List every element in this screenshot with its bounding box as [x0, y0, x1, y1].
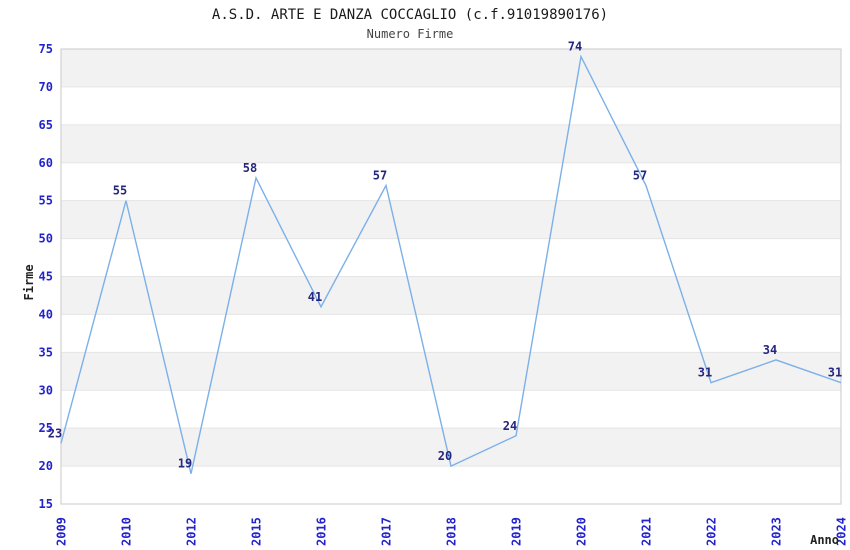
svg-text:70: 70 — [39, 80, 53, 94]
svg-text:41: 41 — [308, 290, 322, 304]
svg-text:2018: 2018 — [445, 517, 459, 546]
svg-text:2023: 2023 — [770, 517, 784, 546]
plot-border — [60, 48, 842, 505]
svg-text:25: 25 — [39, 421, 53, 435]
series-line — [60, 54, 842, 474]
plot-bands — [61, 49, 841, 467]
svg-text:31: 31 — [828, 366, 842, 380]
x-tick-labels: 2009 2010 2012 2015 2016 2017 2018 2019 2020 2021… — [55, 517, 849, 546]
svg-text:2024: 2024 — [835, 517, 849, 546]
svg-text:40: 40 — [39, 307, 53, 321]
svg-text:2012: 2012 — [185, 517, 199, 546]
svg-text:60: 60 — [39, 156, 53, 170]
svg-text:30: 30 — [39, 383, 53, 397]
svg-text:45: 45 — [39, 270, 53, 284]
svg-text:2017: 2017 — [380, 517, 394, 546]
svg-text:31: 31 — [698, 366, 712, 380]
svg-text:65: 65 — [39, 118, 53, 132]
svg-text:23: 23 — [48, 426, 62, 440]
chart-title: A.S.D. ARTE E DANZA COCCAGLIO (c.f.91019… — [211, 7, 609, 23]
svg-text:55: 55 — [113, 184, 127, 198]
svg-text:75: 75 — [39, 42, 53, 56]
svg-text:19: 19 — [178, 457, 192, 471]
svg-text:2009: 2009 — [55, 517, 69, 546]
svg-text:34: 34 — [763, 343, 777, 357]
svg-text:2010: 2010 — [120, 517, 134, 546]
svg-text:2021: 2021 — [640, 517, 654, 546]
svg-text:2020: 2020 — [575, 517, 589, 546]
chart-subtitle: Numero Firme — [366, 27, 454, 41]
x-axis-title: Anno — [810, 533, 839, 547]
y-axis-title: Firme — [22, 264, 36, 300]
svg-text:2015: 2015 — [250, 517, 264, 546]
svg-text:24: 24 — [503, 419, 517, 433]
point-labels: 23 55 19 58 41 57 20 24 74 57 31 34 31 — [48, 40, 842, 471]
svg-text:57: 57 — [633, 169, 647, 183]
y-tick-labels: 15 20 25 30 35 40 45 50 55 60 65 70 75 — [39, 42, 53, 511]
gridlines — [61, 48, 841, 505]
svg-text:2016: 2016 — [315, 517, 329, 546]
svg-text:57: 57 — [373, 169, 387, 183]
svg-text:20: 20 — [438, 449, 452, 463]
svg-text:20: 20 — [39, 459, 53, 473]
svg-text:50: 50 — [39, 232, 53, 246]
svg-text:74: 74 — [568, 40, 582, 54]
svg-text:15: 15 — [39, 497, 53, 511]
svg-text:2019: 2019 — [510, 517, 524, 546]
svg-text:35: 35 — [39, 345, 53, 359]
svg-text:2022: 2022 — [705, 517, 719, 546]
svg-text:58: 58 — [243, 161, 257, 175]
svg-text:55: 55 — [39, 194, 53, 208]
